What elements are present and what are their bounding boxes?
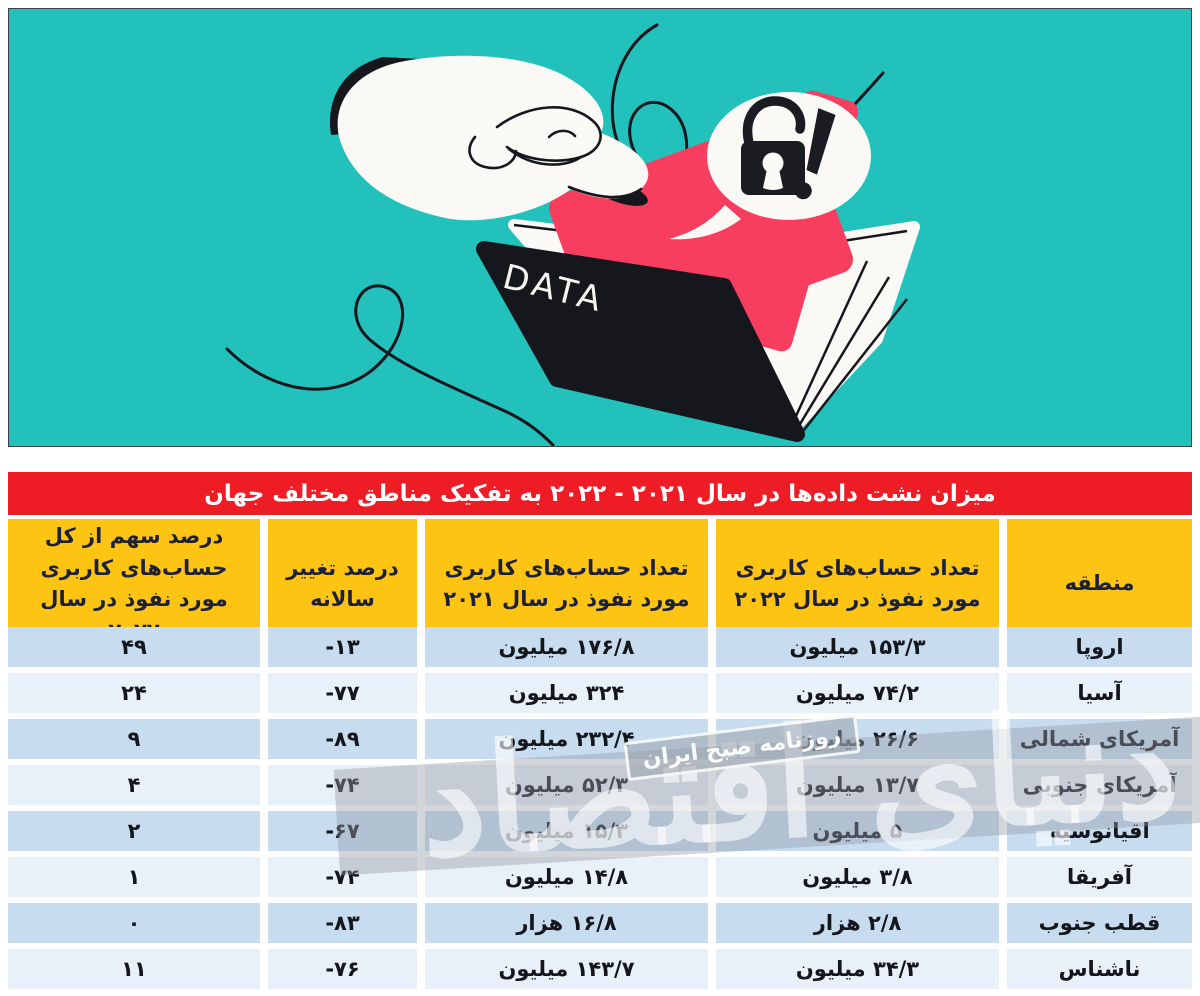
- table-row: ناشناس ۳۴/۳ میلیون ۱۴۳/۷ میلیون -۷۶ ۱۱: [8, 949, 1192, 989]
- annual-change-cell: -۷۴: [268, 857, 417, 897]
- share-cell: ۲۴: [8, 673, 260, 713]
- share-cell: ۴: [8, 765, 260, 805]
- breached-2021-cell: ۱۷۶/۸ میلیون: [425, 627, 708, 667]
- table-row: اروپا ۱۵۳/۳ میلیون ۱۷۶/۸ میلیون -۱۳ ۴۹: [8, 627, 1192, 667]
- breached-2021-cell: ۱۴۳/۷ میلیون: [425, 949, 708, 989]
- breached-2021-cell: ۳۲۴ میلیون: [425, 673, 708, 713]
- table-header-row: منطقه تعداد حساب‌های کاربری مورد نفوذ در…: [8, 519, 1192, 649]
- region-cell: آفریقا: [1007, 857, 1192, 897]
- breached-2021-cell: ۱۶/۸ هزار: [425, 903, 708, 943]
- table-row: آفریقا ۳/۸ میلیون ۱۴/۸ میلیون -۷۴ ۱: [8, 857, 1192, 897]
- table-body: اروپا ۱۵۳/۳ میلیون ۱۷۶/۸ میلیون -۱۳ ۴۹ آ…: [8, 627, 1192, 995]
- breached-2022-cell: ۳/۸ میلیون: [716, 857, 999, 897]
- region-cell: آمریکای جنوبی: [1007, 765, 1192, 805]
- table-row: آسیا ۷۴/۲ میلیون ۳۲۴ میلیون -۷۷ ۲۴: [8, 673, 1192, 713]
- region-cell: ناشناس: [1007, 949, 1192, 989]
- share-cell: ۴۹: [8, 627, 260, 667]
- table-row: آمریکای جنوبی ۱۳/۷ میلیون ۵۲/۳ میلیون -۷…: [8, 765, 1192, 805]
- breached-2021-cell: ۲۳۲/۴ میلیون: [425, 719, 708, 759]
- hand-illustration: [329, 55, 649, 221]
- annual-change-cell: -۷۷: [268, 673, 417, 713]
- annual-change-cell: -۸۳: [268, 903, 417, 943]
- exclamation-mark: [794, 108, 836, 200]
- region-cell: اروپا: [1007, 627, 1192, 667]
- share-cell: ۹: [8, 719, 260, 759]
- share-cell: ۱: [8, 857, 260, 897]
- padlock-icon: [741, 96, 806, 195]
- share-cell: ۰: [8, 903, 260, 943]
- breached-2022-cell: ۱۵۳/۳ میلیون: [716, 627, 999, 667]
- annual-change-cell: -۸۹: [268, 719, 417, 759]
- data-leak-illustration: DATA: [225, 23, 920, 446]
- region-cell: آسیا: [1007, 673, 1192, 713]
- region-cell: آمریکای شمالی: [1007, 719, 1192, 759]
- breached-2022-cell: ۳۴/۳ میلیون: [716, 949, 999, 989]
- annual-change-cell: -۶۷: [268, 811, 417, 851]
- annual-change-cell: -۱۳: [268, 627, 417, 667]
- table-row: اقیانوسیه ۵ میلیون ۱۵/۳ میلیون -۶۷ ۲: [8, 811, 1192, 851]
- breached-2022-cell: ۲۶/۶ میلیون: [716, 719, 999, 759]
- breached-2022-cell: ۵ میلیون: [716, 811, 999, 851]
- table-row: آمریکای شمالی ۲۶/۶ میلیون ۲۳۲/۴ میلیون -…: [8, 719, 1192, 759]
- annual-change-cell: -۷۴: [268, 765, 417, 805]
- table-title: میزان نشت داده‌ها در سال ⁦۲۰۲۲ - ۲۰۲۱⁩ ب…: [204, 480, 996, 507]
- breached-2022-cell: ۷۴/۲ میلیون: [716, 673, 999, 713]
- breached-2021-cell: ۱۵/۳ میلیون: [425, 811, 708, 851]
- breached-2022-cell: ۱۳/۷ میلیون: [716, 765, 999, 805]
- annual-change-cell: -۷۶: [268, 949, 417, 989]
- finger-detail-lines: [468, 106, 643, 199]
- share-cell: ۲: [8, 811, 260, 851]
- share-cell: ۱۱: [8, 949, 260, 989]
- region-cell: قطب جنوب: [1007, 903, 1192, 943]
- breached-2021-cell: ۵۲/۳ میلیون: [425, 765, 708, 805]
- region-cell: اقیانوسیه: [1007, 811, 1192, 851]
- breached-2022-cell: ۲/۸ هزار: [716, 903, 999, 943]
- breached-2021-cell: ۱۴/۸ میلیون: [425, 857, 708, 897]
- table-title-bar: میزان نشت داده‌ها در سال ⁦۲۰۲۲ - ۲۰۲۱⁩ ب…: [8, 472, 1192, 515]
- illustration-panel: DATA: [8, 8, 1192, 447]
- lock-alert-bubble: [669, 92, 871, 240]
- table-row: قطب جنوب ۲/۸ هزار ۱۶/۸ هزار -۸۳ ۰: [8, 903, 1192, 943]
